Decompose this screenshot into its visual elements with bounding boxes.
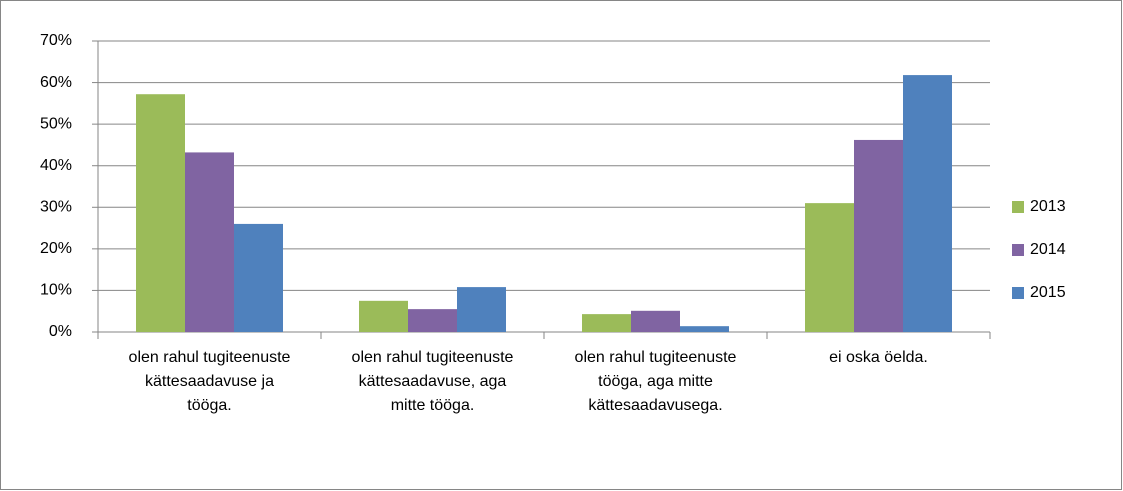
x-tick-label: olen rahul tugiteenuste kättesaadavuse, … [351, 349, 514, 414]
y-tick-label: 50% [40, 115, 72, 132]
y-tick-label: 0% [49, 323, 72, 340]
legend-label: 2015 [1030, 284, 1066, 301]
y-tick-label: 60% [40, 74, 72, 91]
bar [903, 75, 952, 333]
y-tick-label: 30% [40, 199, 72, 216]
y-tick-label: 20% [40, 240, 72, 257]
y-tick-label: 70% [40, 32, 72, 49]
legend-label: 2013 [1030, 198, 1066, 215]
bar [359, 300, 408, 332]
x-tick-label: olen rahul tugiteenuste tööga, aga mitte… [574, 349, 737, 414]
legend-label: 2014 [1030, 241, 1066, 258]
bar [582, 314, 631, 332]
y-tick-label: 10% [40, 282, 72, 299]
legend-swatch [1012, 244, 1024, 256]
y-tick-label: 40% [40, 157, 72, 174]
bar [136, 94, 185, 332]
x-tick-label: olen rahul tugiteenuste kättesaadavuse j… [128, 349, 291, 414]
bar [408, 309, 457, 332]
bar [854, 139, 903, 332]
x-tick-label: ei oska öelda. [829, 349, 928, 366]
bar [185, 152, 234, 332]
legend-swatch [1012, 287, 1024, 299]
legend-swatch [1012, 201, 1024, 213]
bar [680, 326, 729, 332]
bar [457, 287, 506, 332]
bar [234, 223, 283, 332]
bar [805, 203, 854, 332]
bar [631, 310, 680, 332]
